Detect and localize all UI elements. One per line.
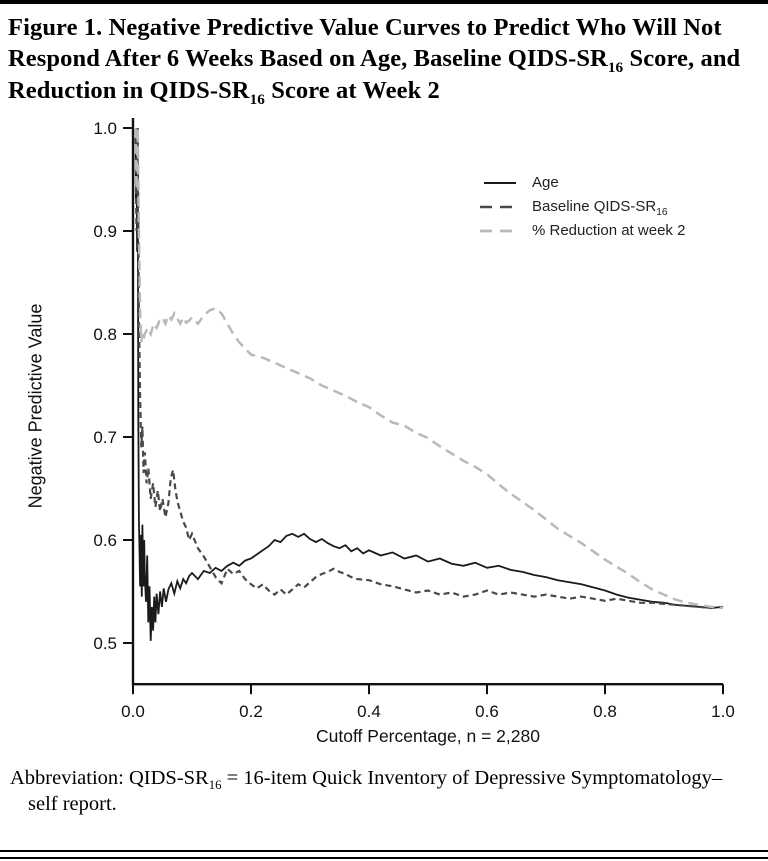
legend-label-baseline-text: Baseline QIDS-SR [532, 198, 657, 216]
legend: Age Baseline QIDS-SR16 % Reduction at we… [478, 174, 685, 246]
y-tick-label: 0.9 [93, 222, 117, 241]
bottom-rule [0, 850, 768, 859]
x-tick-label: 0.8 [593, 702, 617, 721]
legend-label-reduction: % Reduction at week 2 [532, 222, 686, 240]
y-tick-label: 0.7 [93, 428, 117, 447]
legend-item-baseline-qids: Baseline QIDS-SR16 [478, 198, 685, 219]
x-tick-label: 0.2 [239, 702, 263, 721]
figure-title-text-3: Score at Week 2 [265, 76, 440, 104]
abbreviation-note: Abbreviation: QIDS-SR16 = 16-item Quick … [10, 766, 728, 817]
y-axis-title: Negative Predictive Value [25, 303, 46, 509]
chart: 1.0 0.9 0.8 0.7 0.6 0.5 0.0 0.2 0.4 0.6 0.8 1.0 Neg… [0, 108, 768, 760]
y-tick-label: 0.8 [93, 325, 117, 344]
legend-label-baseline: Baseline QIDS-SR16 [532, 198, 668, 219]
legend-label-age: Age [532, 174, 559, 192]
figure-title-text-1: Figure 1. Negative Predictive Value Curv… [8, 14, 722, 73]
abbreviation-text-2: = 16-item Quick Inventory of Depressive … [28, 767, 723, 815]
x-tick-label: 0.6 [475, 702, 499, 721]
y-tick-label: 1.0 [93, 119, 117, 138]
y-tick-label: 0.5 [93, 634, 117, 653]
figure-title: Figure 1. Negative Predictive Value Curv… [8, 12, 754, 108]
legend-label-baseline-subscript: 16 [656, 207, 668, 219]
figure-title-subscript-1: 16 [607, 59, 624, 77]
y-tick-label: 0.6 [93, 531, 117, 550]
series-line-0 [134, 128, 724, 642]
x-tick-label: 1.0 [711, 702, 735, 721]
abbreviation-subscript: 16 [208, 778, 222, 793]
series-line-2 [134, 128, 724, 610]
figure-title-subscript-2: 16 [249, 90, 265, 108]
legend-line-sample-age [478, 179, 522, 187]
x-tick-label: 0.4 [357, 702, 381, 721]
series-line-1 [134, 128, 724, 610]
legend-line-sample-reduction [478, 227, 522, 235]
legend-line-sample-baseline [478, 203, 522, 211]
abbreviation-text-1: Abbreviation: QIDS-SR [10, 767, 209, 790]
legend-item-reduction: % Reduction at week 2 [478, 222, 685, 239]
x-axis-title: Cutoff Percentage, n = 2,280 [316, 726, 540, 747]
figure-title-text-2: Score, and Reduction in QIDS-SR [8, 45, 741, 104]
chart-svg: 1.0 0.9 0.8 0.7 0.6 0.5 0.0 0.2 0.4 0.6 0.8 1.0 [93, 118, 735, 721]
x-tick-label: 0.0 [121, 702, 145, 721]
legend-item-age: Age [478, 174, 685, 191]
